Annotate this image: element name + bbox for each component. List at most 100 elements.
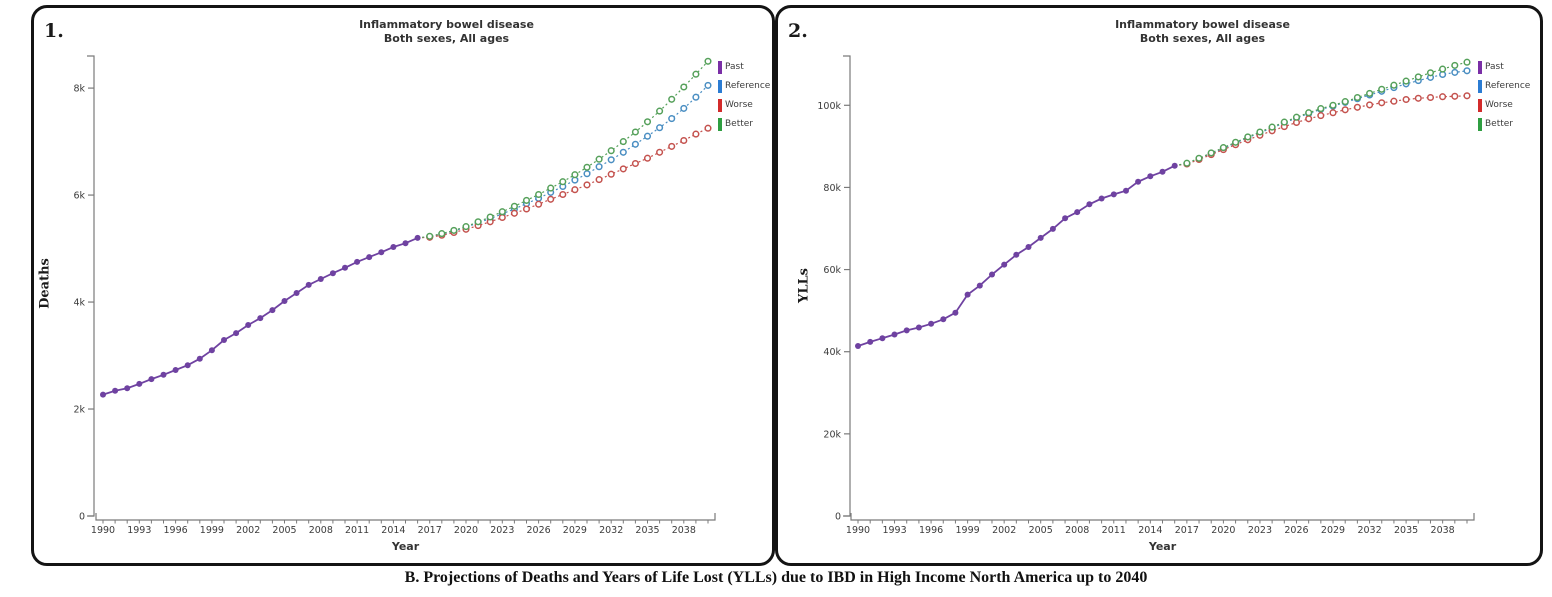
data-point	[1025, 244, 1032, 250]
data-point	[1110, 191, 1117, 198]
data-point	[607, 170, 615, 178]
axis-x: 1990 1993 1996 1999 2002 2005 2008 2011 2014 2017…	[846, 513, 1475, 536]
chart-title-line2: Both sexes, All ages	[1139, 32, 1266, 45]
data-point	[1244, 133, 1252, 141]
data-point	[656, 107, 664, 115]
data-point	[245, 322, 252, 328]
data-point	[1414, 73, 1422, 81]
data-point	[607, 156, 615, 164]
data-point	[1353, 103, 1361, 111]
legend-label-worse: Worse	[725, 100, 753, 110]
chart-title-line2: Both sexes, All ages	[383, 32, 510, 45]
x-tick-label: 2023	[490, 525, 514, 536]
data-point	[643, 118, 652, 126]
data-point	[1463, 67, 1471, 75]
x-tick-label: 2002	[992, 525, 1016, 536]
legend-swatch-better	[718, 117, 722, 131]
data-point	[317, 276, 324, 282]
data-point	[547, 184, 555, 192]
y-tick-label: 0	[835, 512, 841, 523]
data-point	[692, 93, 700, 101]
data-point	[136, 380, 143, 387]
data-point	[1390, 81, 1398, 89]
data-point	[940, 316, 947, 323]
data-point	[1292, 113, 1301, 121]
x-tick-label: 2029	[1321, 525, 1345, 536]
data-point	[1317, 105, 1325, 113]
data-point	[1341, 98, 1349, 106]
data-point	[474, 218, 482, 226]
data-point	[438, 230, 446, 238]
data-point	[462, 223, 470, 231]
data-point	[595, 155, 603, 163]
data-point	[522, 196, 531, 204]
data-point	[1402, 77, 1410, 85]
data-point	[1366, 101, 1374, 109]
data-point	[631, 159, 639, 168]
x-tick-label: 2023	[1248, 525, 1272, 536]
data-point	[1439, 93, 1447, 101]
x-tick-label: 2005	[272, 525, 296, 536]
y-tick-label: 4k	[73, 298, 85, 309]
x-tick-label: 1996	[164, 525, 188, 536]
data-point	[989, 271, 995, 278]
data-point	[1439, 65, 1447, 73]
data-point	[1037, 234, 1044, 241]
data-point	[1062, 215, 1069, 222]
x-axis-label-year-1: Year	[391, 540, 420, 553]
data-point	[305, 281, 312, 288]
data-point	[1001, 261, 1008, 268]
data-point	[1171, 162, 1178, 169]
axis-y: 0 2k 4k 6k 8k	[73, 55, 95, 523]
data-point	[1305, 109, 1313, 117]
data-point	[1366, 89, 1374, 97]
y-tick-label: 0	[79, 512, 85, 523]
data-point	[1329, 109, 1337, 117]
y-tick-label: 100k	[817, 101, 841, 112]
y-tick-label: 40k	[823, 347, 841, 358]
data-point	[1232, 138, 1240, 146]
figure-caption: B. Projections of Deaths and Years of Li…	[404, 569, 1148, 586]
data-point	[124, 385, 131, 392]
data-point	[964, 291, 971, 298]
data-point	[281, 298, 288, 304]
plot-area-ylls: 0 20k 40k 60k 80k 100k 1990 1993 1996 1999 2002 200…	[817, 55, 1475, 536]
data-point	[1390, 97, 1398, 105]
legend-item-past: Past	[1478, 60, 1530, 74]
data-point	[1123, 187, 1129, 194]
data-point	[269, 307, 276, 314]
legend-label-reference: Reference	[1485, 81, 1531, 91]
x-tick-label: 2026	[1284, 525, 1308, 536]
x-axis-label-year-2: Year	[1148, 540, 1177, 553]
data-point	[1183, 159, 1191, 167]
x-tick-label: 2032	[599, 525, 623, 536]
data-point	[571, 171, 579, 179]
data-point	[1451, 61, 1459, 69]
data-point	[1451, 68, 1459, 76]
series-line	[417, 84, 709, 239]
data-point	[1378, 85, 1386, 93]
data-point	[535, 200, 543, 208]
legend-label-worse: Worse	[1485, 100, 1513, 110]
data-point	[293, 290, 300, 296]
data-point	[1353, 93, 1361, 102]
chart-title-1: Inflammatory bowel disease Both sexes, A…	[129, 18, 764, 46]
x-tick-label: 2038	[1431, 525, 1455, 536]
data-point	[366, 254, 373, 261]
data-point	[656, 148, 664, 156]
chart-panel-1-deaths: 1. Inflammatory bowel disease Both sexes…	[31, 5, 775, 566]
data-point	[354, 258, 361, 265]
legend-swatch-reference	[718, 79, 722, 93]
data-point	[160, 371, 167, 378]
data-point	[486, 213, 494, 221]
plot-area-deaths: 0 2k 4k 6k 8k 1990 1993 1996 1999 2002 2005 2008 201…	[73, 55, 716, 536]
series-worse	[1174, 92, 1471, 168]
data-point	[1426, 69, 1435, 77]
data-point	[595, 176, 603, 184]
legend-item-better: Better	[1478, 117, 1530, 131]
data-point	[583, 170, 591, 178]
x-tick-label: 2011	[1102, 525, 1126, 536]
data-point	[522, 205, 531, 213]
data-point	[1451, 92, 1459, 100]
data-point	[1378, 99, 1386, 107]
